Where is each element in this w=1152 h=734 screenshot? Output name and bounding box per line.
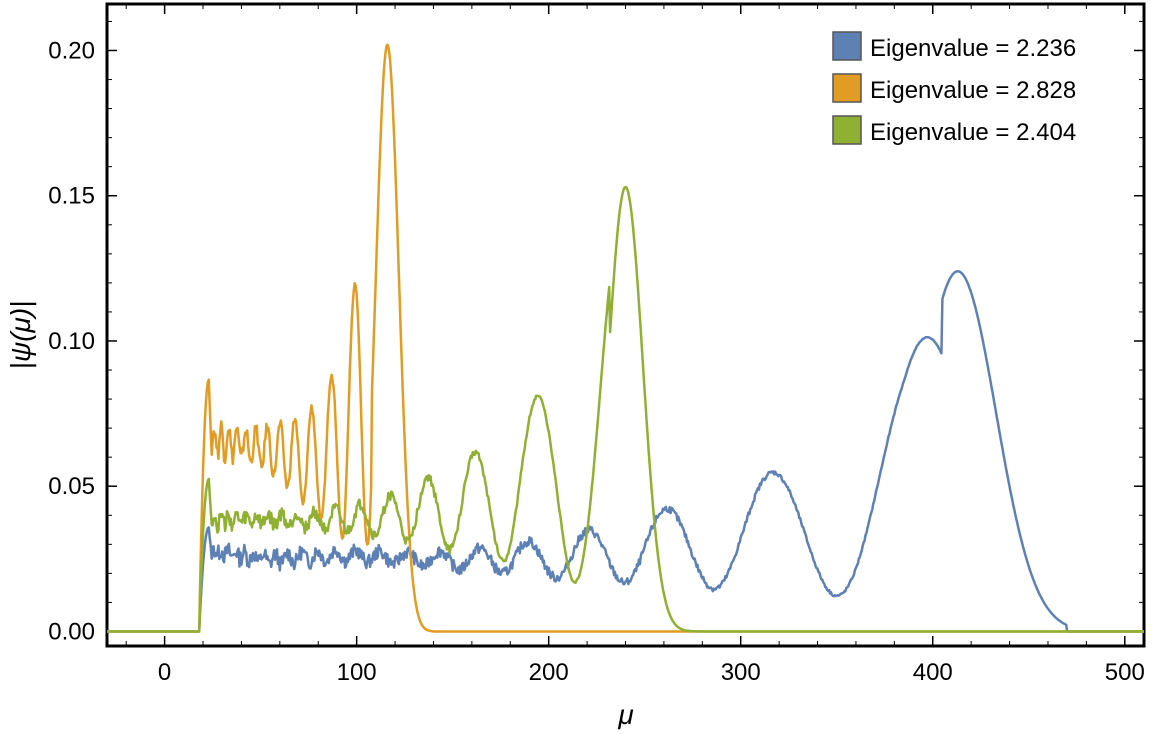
x-tick-label: 200 — [529, 659, 569, 686]
legend-swatch — [832, 115, 862, 145]
x-tick-label: 100 — [337, 659, 377, 686]
x-axis-label: μ — [617, 699, 633, 730]
ticks — [107, 4, 1144, 646]
series-line-1 — [106, 270, 1145, 633]
legend-swatch — [832, 31, 862, 61]
legend-label: Eigenvalue = 2.828 — [870, 77, 1076, 104]
legend-swatch — [832, 73, 862, 103]
y-tick-label: 0.10 — [48, 328, 95, 355]
y-axis-label: |ψ(μ)| — [5, 301, 36, 370]
tick-labels: 0 100 200 300 400 500 0.00 0.05 0.10 0.15 0.20 — [48, 37, 1145, 686]
legend: Eigenvalue = 2.236 Eigenvalue = 2.828 Eige… — [832, 31, 1076, 146]
x-tick-label: 0 — [158, 659, 171, 686]
series-line-3 — [106, 185, 1145, 633]
y-tick-label: 0.15 — [48, 183, 95, 210]
y-tick-label: 0.00 — [48, 618, 95, 645]
x-tick-label: 400 — [913, 659, 953, 686]
y-tick-label: 0.20 — [48, 37, 95, 64]
x-tick-label: 300 — [721, 659, 761, 686]
x-tick-label: 500 — [1105, 659, 1145, 686]
legend-label: Eigenvalue = 2.236 — [870, 35, 1076, 62]
y-tick-label: 0.05 — [48, 473, 95, 500]
plot-area: 0 100 200 300 400 500 0.00 0.05 0.10 0.15 0.20 — [48, 2, 1146, 686]
series-group — [106, 43, 1145, 633]
legend-label: Eigenvalue = 2.404 — [870, 119, 1076, 146]
